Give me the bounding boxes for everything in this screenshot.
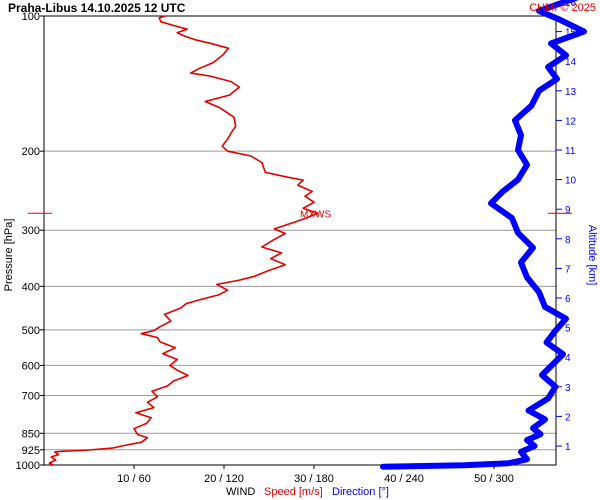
wind-tick-label: 30 / 180 bbox=[294, 473, 334, 485]
pressure-axis-title: Pressure [hPa] bbox=[3, 219, 15, 292]
altitude-tick-label: 13 bbox=[565, 87, 577, 98]
speed-series-line bbox=[48, 15, 319, 466]
pressure-tick-label: 700 bbox=[22, 390, 40, 402]
wind-tick-label: 10 / 60 bbox=[117, 473, 151, 485]
altitude-tick-label: 1 bbox=[565, 442, 571, 453]
wind-tick-label: 20 / 120 bbox=[204, 473, 244, 485]
altitude-axis-title: Altitude [km] bbox=[586, 225, 598, 286]
plot-frame bbox=[43, 15, 557, 466]
altitude-tick-label: 2 bbox=[565, 412, 571, 423]
altitude-tick-label: 6 bbox=[565, 294, 571, 305]
altitude-tick-label: 15 bbox=[565, 28, 577, 39]
wind-tick-label: 50 / 300 bbox=[474, 473, 514, 485]
mxws-label: MXWS bbox=[300, 209, 331, 220]
pressure-tick-label: 925 bbox=[22, 445, 40, 457]
altitude-tick-label: 9 bbox=[565, 205, 571, 216]
altitude-tick-label: 14 bbox=[565, 57, 577, 68]
speed-unit-label: Speed [m/s] bbox=[264, 486, 323, 498]
wind-axis: 10 / 60 20 / 120 30 / 180 40 / 240 50 / 300 bbox=[117, 465, 514, 485]
chart-title: Praha-Libus 14.10.2025 12 UTC bbox=[8, 1, 186, 15]
wind-label: WIND bbox=[226, 486, 255, 498]
altitude-tick-label: 11 bbox=[565, 146, 576, 157]
pressure-tick-label: 400 bbox=[22, 281, 40, 293]
series-layer bbox=[28, 0, 587, 470]
altitude-tick-label: 4 bbox=[565, 353, 571, 364]
credit-label: CHMI © 2025 bbox=[529, 2, 596, 14]
altitude-tick-label: 3 bbox=[565, 383, 571, 394]
wind-tick-label: 40 / 240 bbox=[384, 473, 424, 485]
altitude-tick-label: 5 bbox=[565, 324, 571, 335]
direction-series-line bbox=[380, 0, 587, 470]
altitude-tick-label: 12 bbox=[565, 116, 577, 127]
pressure-tick-label: 500 bbox=[22, 325, 40, 337]
direction-unit-label: Direction [°] bbox=[332, 486, 389, 498]
plot-border bbox=[43, 15, 557, 466]
pressure-axis: 100 200 300 400 500 600 700 850 925 1000 bbox=[16, 11, 44, 472]
pressure-gridlines bbox=[44, 15, 556, 466]
pressure-tick-label: 200 bbox=[22, 146, 40, 158]
altitude-tick-label: 10 bbox=[565, 176, 577, 187]
altitude-tick-label: 7 bbox=[565, 264, 571, 275]
altitude-tick-label: 16 bbox=[565, 0, 577, 9]
pressure-tick-label: 850 bbox=[22, 428, 40, 440]
pressure-tick-label: 1000 bbox=[16, 460, 40, 472]
pressure-tick-label: 100 bbox=[22, 11, 40, 23]
pressure-tick-label: 300 bbox=[22, 225, 40, 237]
pressure-tick-label: 600 bbox=[22, 360, 40, 372]
altitude-tick-label: 8 bbox=[565, 235, 571, 246]
